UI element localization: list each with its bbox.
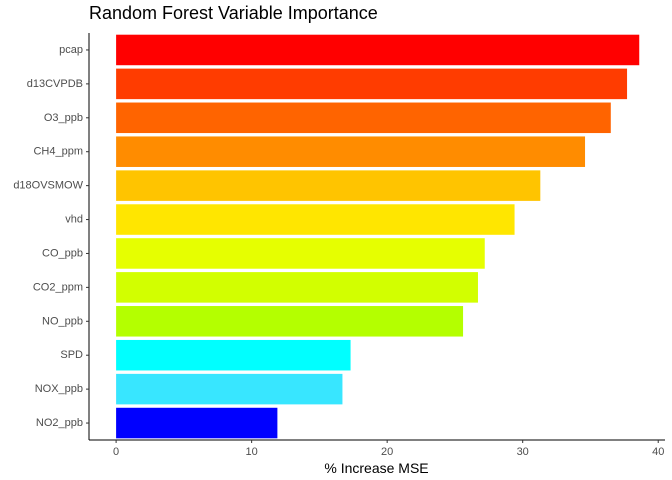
bar-CH4_ppm xyxy=(116,136,586,167)
y-tick-label: vhd xyxy=(65,214,83,226)
x-ticks-layer: 0 10 20 30 40 xyxy=(113,440,664,458)
y-ticks-layer: pcap d13CVPDB O3_ppb CH4_ppm d18OVSMOW vhd CO_… xyxy=(13,44,89,429)
y-tick-label: SPD xyxy=(60,349,83,361)
bar-NO2_ppb xyxy=(116,407,278,439)
bars-layer xyxy=(116,34,640,439)
bar-vhd xyxy=(116,204,515,235)
y-tick-label: NOX_ppb xyxy=(35,383,83,395)
y-tick-label: pcap xyxy=(59,44,83,56)
bar-O3_ppb xyxy=(116,102,611,134)
x-tick-label: 10 xyxy=(246,446,258,458)
chart-title: Random Forest Variable Importance xyxy=(89,3,378,23)
bar-pcap xyxy=(116,34,640,66)
x-tick-label: 40 xyxy=(652,446,664,458)
x-axis-title: % Increase MSE xyxy=(324,460,428,476)
y-tick-label: d18OVSMOW xyxy=(13,180,83,192)
y-tick-label: d13CVPDB xyxy=(27,78,83,90)
y-tick-label: NO2_ppb xyxy=(36,417,83,429)
bar-NO_ppb xyxy=(116,306,464,337)
bar-d18OVSMOW xyxy=(116,170,541,201)
bar-SPD xyxy=(116,339,351,371)
y-tick-label: O3_ppb xyxy=(44,112,83,124)
bar-NOX_ppb xyxy=(116,373,343,405)
x-tick-label: 0 xyxy=(113,446,119,458)
x-tick-label: 20 xyxy=(381,446,393,458)
y-tick-label: CH4_ppm xyxy=(33,146,83,158)
y-tick-label: CO2_ppm xyxy=(33,281,83,293)
y-tick-label: NO_ppb xyxy=(42,315,83,327)
y-tick-label: CO_ppb xyxy=(42,247,83,259)
bar-CO_ppb xyxy=(116,238,485,269)
x-tick-label: 30 xyxy=(517,446,529,458)
bar-CO2_ppm xyxy=(116,272,478,303)
bar-d13CVPDB xyxy=(116,68,628,100)
